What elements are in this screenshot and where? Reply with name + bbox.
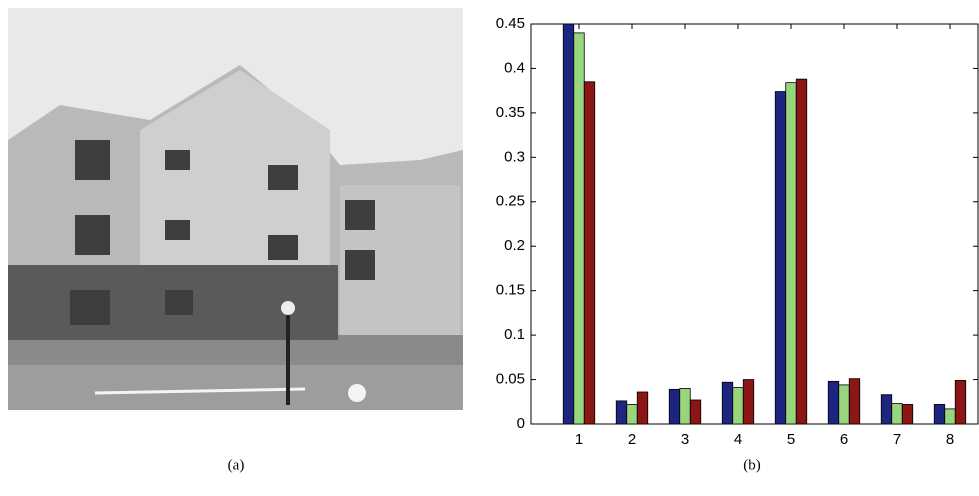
caption: (b) bbox=[743, 457, 761, 473]
bar bbox=[828, 381, 839, 424]
x-tick-label: 7 bbox=[893, 431, 901, 448]
y-tick-label: 0.25 bbox=[496, 193, 525, 210]
bar bbox=[627, 404, 638, 424]
y-tick-label: 0 bbox=[517, 415, 525, 432]
x-tick-label: 4 bbox=[734, 431, 742, 448]
bar bbox=[563, 24, 574, 424]
y-tick-label: 0.2 bbox=[504, 237, 525, 254]
y-tick-label: 0.3 bbox=[504, 148, 525, 165]
x-tick-label: 1 bbox=[575, 431, 583, 448]
y-tick-label: 0.15 bbox=[496, 282, 525, 299]
photo bbox=[8, 8, 463, 410]
bar bbox=[881, 395, 892, 424]
y-tick-label: 0.4 bbox=[504, 59, 525, 76]
x-tick-label: 8 bbox=[946, 431, 954, 448]
x-tick-label: 6 bbox=[840, 431, 848, 448]
figure: (a) (b) 0 0.05 0.1 0.15 0.2 0.25 0.3 0.35 0.4 0.4… bbox=[0, 0, 979, 496]
bar bbox=[637, 392, 648, 424]
y-tick-label: 0.45 bbox=[496, 15, 525, 32]
y-tick-label: 0.1 bbox=[504, 326, 525, 343]
x-tick-label: 5 bbox=[787, 431, 795, 448]
bar bbox=[796, 79, 807, 424]
bar bbox=[945, 409, 956, 424]
bar bbox=[786, 83, 797, 424]
bar bbox=[902, 404, 913, 424]
bar bbox=[775, 92, 786, 424]
bar bbox=[733, 388, 744, 424]
bar bbox=[934, 404, 945, 424]
bar bbox=[584, 82, 595, 424]
y-tick-label: 0.35 bbox=[496, 104, 525, 121]
x-tick-label: 2 bbox=[628, 431, 636, 448]
bar bbox=[839, 385, 850, 424]
bar bbox=[680, 388, 691, 424]
axes-box bbox=[531, 24, 978, 424]
bar bbox=[722, 382, 733, 424]
bar bbox=[955, 380, 966, 424]
bar bbox=[849, 379, 860, 424]
caption: (a) bbox=[228, 457, 245, 473]
bar bbox=[743, 380, 754, 424]
bar bbox=[669, 389, 680, 424]
bar bbox=[574, 33, 585, 424]
x-tick-label: 3 bbox=[681, 431, 689, 448]
bar bbox=[616, 401, 627, 424]
bar bbox=[892, 404, 903, 424]
bar bbox=[690, 400, 701, 424]
y-tick-label: 0.05 bbox=[496, 371, 525, 388]
